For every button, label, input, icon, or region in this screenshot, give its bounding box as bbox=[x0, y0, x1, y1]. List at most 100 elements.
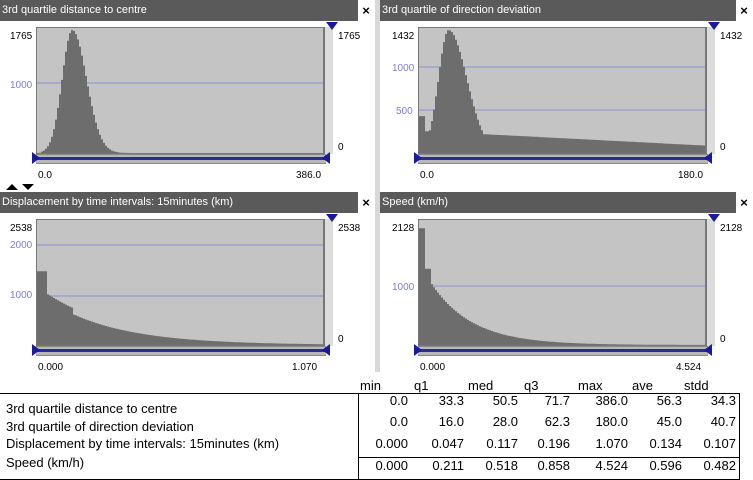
range-slider[interactable] bbox=[418, 154, 708, 164]
left-range-handle[interactable] bbox=[414, 152, 422, 164]
x-max-label: 386.0 bbox=[296, 170, 322, 181]
histogram-panel-speed: Speed (km/h) × 2128 1000 2128 0 0.000 4.… bbox=[380, 192, 753, 377]
table-cell: 386.0 bbox=[595, 393, 628, 408]
close-icon[interactable]: × bbox=[736, 192, 752, 213]
y-mid-label: 1000 bbox=[10, 80, 33, 91]
column-header-stdd: stdd bbox=[684, 378, 709, 393]
right-axis-strip bbox=[706, 219, 715, 346]
table-cell: 0.134 bbox=[649, 436, 682, 451]
table-cell: 0.000 bbox=[375, 436, 408, 451]
column-header-ave: ave bbox=[632, 378, 653, 393]
table-cell: 0.117 bbox=[486, 436, 518, 451]
histogram-bars bbox=[37, 244, 323, 345]
panel-title: 3rd quartile of direction deviation bbox=[380, 0, 736, 21]
table-cell: 16.0 bbox=[438, 414, 464, 429]
table-cell: 0.518 bbox=[485, 458, 518, 473]
table-row-label: Speed (km/h) bbox=[6, 455, 85, 470]
vertical-splitter[interactable] bbox=[375, 0, 380, 372]
right-axis-strip bbox=[324, 219, 333, 346]
column-header-med: med bbox=[468, 378, 494, 393]
right-range-handle[interactable] bbox=[704, 344, 712, 356]
right-zero-label: 0 bbox=[720, 334, 726, 345]
y-max-label: 1765 bbox=[10, 31, 33, 42]
table-cell: 45.0 bbox=[656, 414, 682, 429]
range-slider[interactable] bbox=[36, 154, 326, 164]
close-icon[interactable]: × bbox=[736, 0, 752, 21]
x-min-label: 0.000 bbox=[420, 362, 446, 373]
histogram-panel-direction: 3rd quartile of direction deviation × 14… bbox=[380, 0, 753, 185]
table-cell: 0.196 bbox=[537, 436, 570, 451]
table-cell: 28.0 bbox=[492, 414, 518, 429]
histogram-plot bbox=[36, 27, 324, 154]
histogram-plot bbox=[418, 219, 706, 346]
table-border bbox=[358, 457, 740, 458]
right-range-handle[interactable] bbox=[322, 152, 330, 164]
histogram-bars bbox=[419, 228, 705, 345]
right-axis-strip bbox=[324, 27, 333, 154]
table-row-label: 3rd quartile of direction deviation bbox=[6, 419, 194, 434]
range-slider[interactable] bbox=[36, 346, 326, 356]
range-slider[interactable] bbox=[418, 346, 708, 356]
y-mid-label: 1000 bbox=[392, 282, 415, 293]
close-icon[interactable]: × bbox=[358, 192, 374, 213]
table-cell: 0.858 bbox=[537, 458, 570, 473]
column-header-max: max bbox=[578, 378, 603, 393]
table-border bbox=[358, 393, 740, 394]
table-cell: 0.482 bbox=[703, 458, 736, 473]
table-row-label: 3rd quartile distance to centre bbox=[6, 401, 178, 416]
right-zero-label: 0 bbox=[720, 142, 726, 153]
table-cell: 34.3 bbox=[710, 393, 736, 408]
table-cell: 33.3 bbox=[438, 393, 464, 408]
right-zero-label: 0 bbox=[338, 142, 344, 153]
table-cell: 0.596 bbox=[649, 458, 682, 473]
table-cell: 4.524 bbox=[595, 458, 628, 473]
y-max-label: 1432 bbox=[392, 31, 415, 42]
splitter-handle[interactable] bbox=[4, 184, 44, 192]
x-max-label: 1.070 bbox=[292, 362, 318, 373]
right-range-handle[interactable] bbox=[322, 344, 330, 356]
panel-title: Speed (km/h) bbox=[380, 192, 736, 213]
histogram-panel-displacement: Displacement by time intervals: 15minute… bbox=[0, 192, 375, 377]
top-range-handle[interactable] bbox=[326, 214, 338, 222]
table-cell: 0.047 bbox=[431, 436, 464, 451]
x-min-label: 0.0 bbox=[420, 170, 434, 181]
y-max-label: 2128 bbox=[392, 223, 415, 234]
table-cell: 180.0 bbox=[595, 414, 628, 429]
right-zero-label: 0 bbox=[338, 334, 344, 345]
x-min-label: 0.0 bbox=[38, 170, 52, 181]
x-max-label: 180.0 bbox=[678, 170, 704, 181]
top-range-handle[interactable] bbox=[708, 22, 720, 30]
table-border bbox=[739, 393, 740, 480]
right-max-label: 2128 bbox=[720, 223, 743, 234]
histogram-bars bbox=[419, 30, 705, 153]
table-cell: 0.000 bbox=[375, 458, 408, 473]
top-range-handle[interactable] bbox=[326, 22, 338, 30]
panel-title: Displacement by time intervals: 15minute… bbox=[0, 192, 358, 213]
histogram-panel-distance: 3rd quartile distance to centre × 1765 1… bbox=[0, 0, 375, 185]
table-cell: 50.5 bbox=[492, 393, 518, 408]
y-max-label: 2538 bbox=[10, 223, 33, 234]
statistics-table: min q1 med q3 max ave stdd 3rd quartile … bbox=[0, 378, 753, 480]
close-icon[interactable]: × bbox=[358, 0, 374, 21]
table-cell: 62.3 bbox=[544, 414, 570, 429]
histogram-bars bbox=[37, 30, 323, 153]
left-range-handle[interactable] bbox=[32, 152, 40, 164]
y-low-label: 1000 bbox=[10, 290, 33, 301]
left-range-handle[interactable] bbox=[414, 344, 422, 356]
y-mid-label: 1000 bbox=[392, 63, 415, 74]
right-max-label: 1432 bbox=[720, 31, 743, 42]
y-low-label: 500 bbox=[396, 106, 413, 117]
right-max-label: 1765 bbox=[338, 31, 361, 42]
right-max-label: 2538 bbox=[338, 223, 361, 234]
table-cell: 40.7 bbox=[710, 414, 736, 429]
right-range-handle[interactable] bbox=[704, 152, 712, 164]
table-cell: 0.0 bbox=[389, 393, 408, 408]
left-range-handle[interactable] bbox=[32, 344, 40, 356]
column-header-q1: q1 bbox=[414, 378, 429, 393]
histogram-plot bbox=[418, 27, 706, 154]
table-border bbox=[358, 393, 359, 480]
top-range-handle[interactable] bbox=[708, 214, 720, 222]
table-row-label: Displacement by time intervals: 15minute… bbox=[6, 436, 280, 451]
column-header-min: min bbox=[360, 378, 381, 393]
table-cell: 1.070 bbox=[595, 436, 628, 451]
